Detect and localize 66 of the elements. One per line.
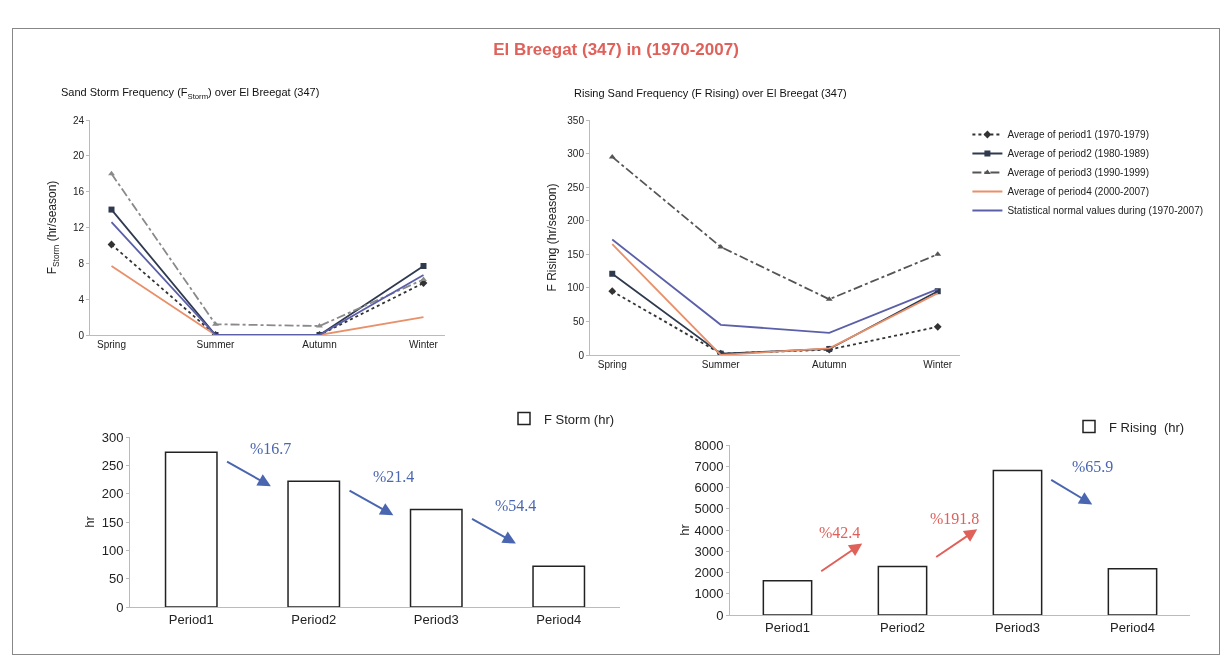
annotation: %21.4 (373, 468, 415, 485)
y-tick-label: 1000 (694, 586, 724, 602)
legend-label: Average of period2 (1980-1989) (1007, 148, 1149, 160)
annotation: %191.8 (930, 510, 980, 527)
y-tick-label: 50 (108, 571, 124, 587)
annotation: %54.4 (495, 497, 537, 514)
x-tick-label: Autumn (302, 339, 337, 350)
y-tick-label: 4 (78, 293, 85, 305)
legend-label: Statistical normal values during (1970-2007) (1007, 205, 1204, 217)
y-tick-label: 250 (101, 457, 124, 473)
y-tick-label: 150 (567, 248, 585, 260)
y-tick-label: 100 (101, 542, 124, 558)
y-tick-label: 350 (567, 114, 585, 126)
annotation: %65.9 (1072, 458, 1114, 475)
legend-label: F Rising (hr) (1109, 419, 1185, 435)
y-tick-label: 2000 (694, 565, 724, 581)
legend-label: F Storm (hr) (544, 411, 615, 427)
y-tick-label: 250 (567, 181, 585, 193)
chart-title: Sand Storm Frequency (F$_{Storm}$) over El Breegat (347) (61, 86, 320, 101)
chart-title: Rising Sand Frequency (F Rising) over El Breegat (347) (574, 87, 847, 99)
y-tick-label: 300 (567, 148, 585, 160)
y-tick-label: 6000 (694, 480, 724, 496)
y-axis-title: F Rising (hr/season) (545, 183, 559, 292)
y-tick-label: 300 (101, 429, 124, 445)
x-tick-label: Period2 (880, 619, 925, 635)
y-axis-title: hr (677, 523, 693, 536)
annotation: %42.4 (819, 524, 861, 541)
y-tick-label: 16 (72, 186, 85, 198)
y-axis-title: hr (82, 515, 97, 528)
x-tick-label: Period4 (1110, 619, 1155, 635)
y-tick-label: 200 (101, 486, 124, 502)
text: El Breegat (347) in (1970-2007) (492, 40, 740, 60)
legend-label: Average of period1 (1970-1979) (1007, 129, 1149, 141)
y-tick-label: 5000 (694, 501, 724, 517)
legend-label: Average of period3 (1990-1999) (1007, 167, 1149, 179)
x-tick-label: Period2 (291, 611, 337, 627)
x-tick-label: Period3 (413, 611, 459, 627)
y-tick-label: 20 (72, 150, 85, 162)
y-tick-label: 3000 (694, 543, 724, 559)
legend-label: Average of period4 (2000-2007) (1007, 186, 1149, 198)
x-tick-label: Spring (97, 339, 126, 350)
x-tick-label: Winter (409, 339, 439, 350)
x-tick-label: Period1 (168, 611, 214, 627)
y-tick-label: 0 (78, 329, 85, 341)
y-tick-label: 12 (72, 222, 85, 233)
x-tick-label: Summer (196, 339, 236, 350)
y-tick-label: 0 (578, 349, 585, 361)
y-tick-label: 0 (716, 607, 724, 623)
x-tick-label: Winter (923, 359, 953, 370)
y-tick-label: 100 (567, 282, 585, 294)
x-tick-label: Spring (597, 359, 627, 370)
x-tick-label: Autumn (812, 359, 847, 370)
x-tick-label: Summer (701, 359, 741, 370)
y-tick-label: 4000 (694, 522, 724, 538)
y-tick-label: 24 (72, 114, 85, 126)
y-tick-label: 150 (101, 514, 124, 530)
y-tick-label: 50 (572, 315, 585, 327)
x-tick-label: Period4 (536, 611, 582, 627)
y-tick-label: 200 (567, 215, 585, 227)
x-tick-label: Period1 (765, 619, 810, 635)
y-tick-label: 0 (116, 599, 124, 615)
y-tick-label: 8 (78, 257, 85, 269)
y-tick-label: 7000 (694, 458, 724, 474)
annotation: %16.7 (250, 440, 292, 457)
y-tick-label: 8000 (694, 437, 724, 453)
x-tick-label: Period3 (995, 619, 1040, 635)
